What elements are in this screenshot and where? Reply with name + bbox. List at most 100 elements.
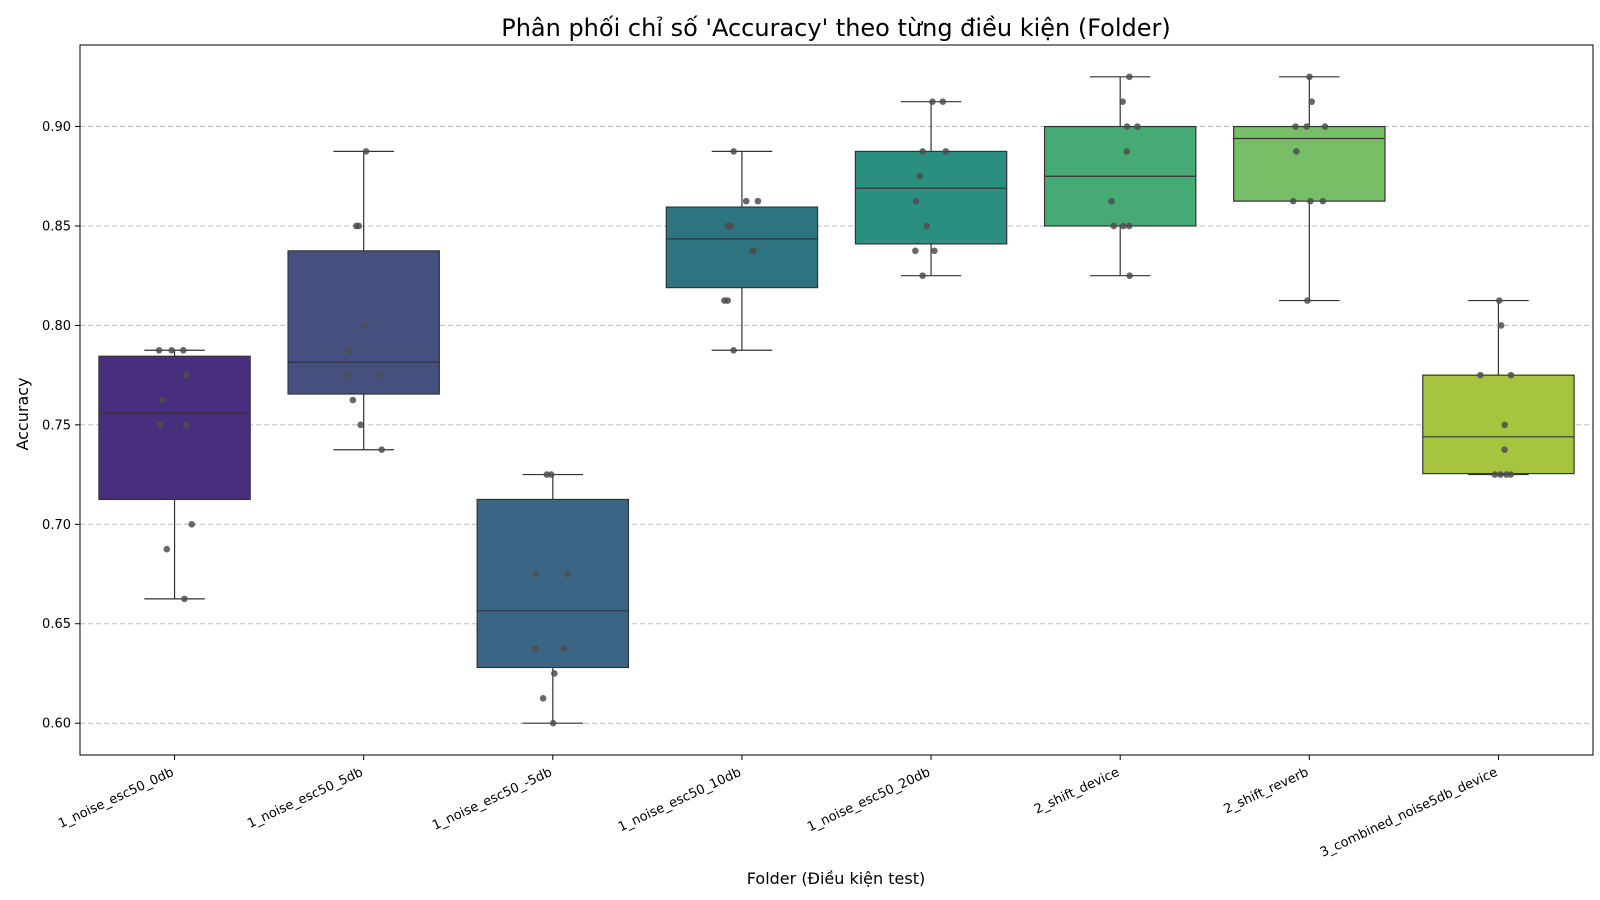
data-point (182, 421, 190, 429)
box-iqr (1233, 125, 1386, 202)
y-tick-label: 0.65 (42, 617, 71, 632)
data-point (1503, 471, 1510, 478)
x-tick-label: 1_noise_esc50_5db (245, 765, 365, 832)
data-point (539, 695, 547, 702)
data-point (155, 346, 163, 354)
data-point (1123, 123, 1131, 130)
data-points (155, 73, 1515, 727)
data-point (532, 645, 539, 652)
data-point (1491, 471, 1499, 478)
x-tick-label: 1_noise_esc50_20db (805, 765, 933, 835)
data-point (181, 595, 188, 603)
data-point (730, 148, 737, 155)
data-point (188, 520, 196, 528)
data-point (375, 371, 382, 379)
data-point (1308, 98, 1316, 105)
data-point (1289, 197, 1297, 205)
data-point (923, 222, 930, 230)
y-tick-label: 0.75 (42, 418, 71, 433)
data-point (749, 247, 756, 255)
data-point (378, 446, 386, 454)
data-point (168, 346, 175, 354)
data-point (939, 98, 947, 105)
data-point (1108, 197, 1115, 205)
data-point (362, 148, 370, 155)
data-point (1110, 222, 1118, 230)
data-point (157, 421, 164, 429)
data-point (183, 371, 190, 379)
data-point (730, 346, 737, 354)
data-point (929, 98, 936, 105)
data-point (560, 645, 568, 652)
data-point (1307, 197, 1314, 205)
data-point (919, 148, 926, 155)
data-point (551, 670, 558, 677)
data-point (1126, 73, 1133, 81)
data-point (349, 396, 357, 404)
data-point (754, 197, 762, 205)
data-point (1497, 471, 1504, 478)
x-tick-label: 1_noise_esc50_-5db (430, 765, 554, 834)
data-point (343, 371, 351, 379)
y-tick-label: 0.80 (42, 319, 71, 334)
data-point (919, 272, 926, 280)
data-point (1293, 148, 1300, 155)
x-tick-label: 2_shift_reverb (1222, 765, 1311, 817)
data-point (1126, 272, 1133, 280)
boxes (98, 76, 1575, 724)
y-tick-label: 0.60 (42, 717, 71, 732)
box-iqr (1422, 374, 1575, 475)
data-point (1125, 222, 1133, 230)
data-point (179, 346, 187, 354)
data-point (543, 471, 551, 478)
data-point (361, 322, 369, 329)
data-point (931, 247, 938, 255)
plot-frame (79, 44, 1594, 756)
data-point (1507, 371, 1515, 379)
data-point (564, 570, 571, 578)
x-axis-ticks: 1_noise_esc50_0db 1_noise_esc50_5db 1_nois… (56, 755, 1500, 861)
y-tick-label: 0.90 (42, 120, 71, 135)
data-point (163, 545, 171, 553)
data-point (1321, 123, 1329, 130)
data-point (727, 222, 735, 230)
y-axis-label: Accuracy (13, 377, 32, 450)
data-point (742, 197, 750, 205)
data-point (357, 421, 364, 429)
data-point (1501, 446, 1508, 454)
x-tick-label: 1_noise_esc50_10db (616, 765, 744, 835)
data-point (1123, 148, 1131, 155)
data-point (1119, 222, 1127, 230)
data-point (532, 570, 540, 578)
data-point (1303, 123, 1310, 130)
data-point (1501, 421, 1508, 429)
box-iqr (665, 206, 819, 289)
data-point (1306, 73, 1313, 81)
data-point (1134, 123, 1141, 130)
data-point (549, 719, 557, 727)
x-tick-label: 3_combined_noise5db_device (1318, 765, 1500, 861)
data-point (1477, 371, 1484, 379)
data-point (1495, 297, 1503, 304)
data-point (942, 148, 950, 155)
data-point (912, 197, 920, 205)
data-point (1319, 197, 1327, 205)
x-tick-label: 2_shift_device (1032, 765, 1122, 817)
x-tick-label: 1_noise_esc50_0db (56, 765, 176, 832)
data-point (352, 222, 360, 230)
y-tick-label: 0.85 (42, 219, 71, 234)
data-point (1497, 322, 1505, 329)
data-point (158, 396, 166, 404)
data-point (724, 297, 731, 304)
data-point (912, 247, 919, 255)
data-point (1292, 123, 1299, 130)
chart-title: Phân phối chỉ số 'Accuracy' theo từng đi… (501, 14, 1171, 42)
y-axis-ticks: 0.60 0.65 0.70 0.75 0.80 0.85 0.90 (42, 120, 80, 732)
data-point (916, 172, 924, 180)
box-iqr (98, 355, 251, 501)
box-iqr (854, 150, 1008, 245)
y-tick-label: 0.70 (42, 518, 71, 533)
data-point (1119, 98, 1126, 105)
data-point (346, 346, 353, 354)
